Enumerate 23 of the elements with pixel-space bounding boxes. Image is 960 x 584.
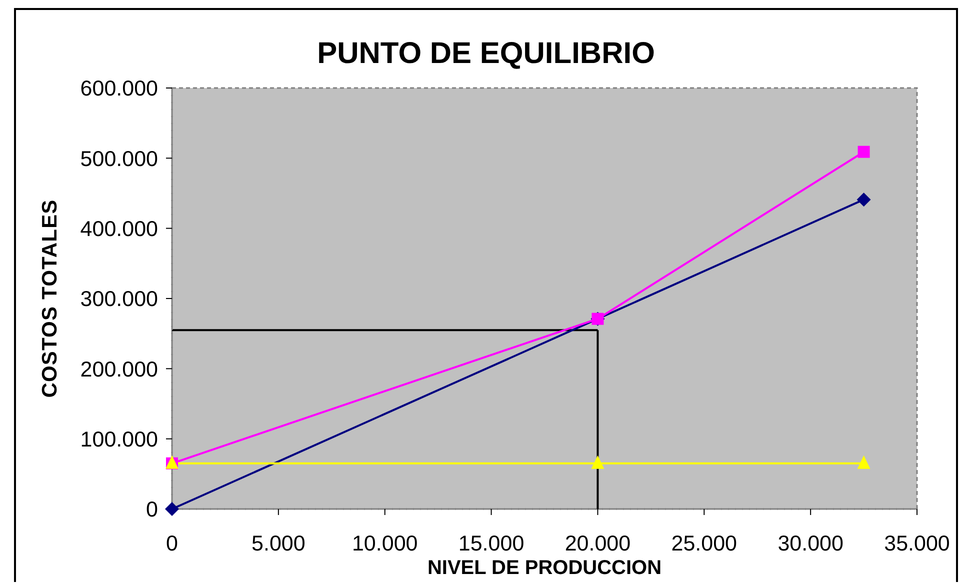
x-tick-label: 10.000	[352, 531, 418, 556]
x-tick-label: 30.000	[778, 531, 844, 556]
y-tick-label: 200.000	[80, 357, 158, 382]
y-tick-label: 100.000	[80, 427, 158, 452]
x-tick-label: 20.000	[564, 531, 631, 556]
x-tick-label: 0	[166, 531, 178, 556]
x-tick-label: 5.000	[252, 531, 306, 556]
point	[857, 455, 870, 469]
x-tick-label: 15.000	[458, 531, 524, 556]
y-tick-label: 400.000	[80, 216, 158, 241]
x-tick-label: 35.000	[884, 531, 950, 556]
y-tick-label: 500.000	[80, 146, 158, 171]
point	[165, 502, 179, 516]
point	[856, 192, 871, 207]
y-tick-label: 600.000	[80, 76, 158, 101]
x-tick-label: 25.000	[671, 531, 738, 556]
chart-title: PUNTO DE EQUILIBRIO	[316, 37, 656, 71]
y-tick-label: 300.000	[80, 287, 158, 312]
y-tick-label: 0	[146, 498, 158, 522]
y-axis-title: COSTOS TOTALES	[38, 199, 62, 398]
point	[858, 146, 870, 158]
x-axis-title: NIVEL DE PRODUCCION	[427, 557, 662, 579]
point	[591, 455, 604, 469]
